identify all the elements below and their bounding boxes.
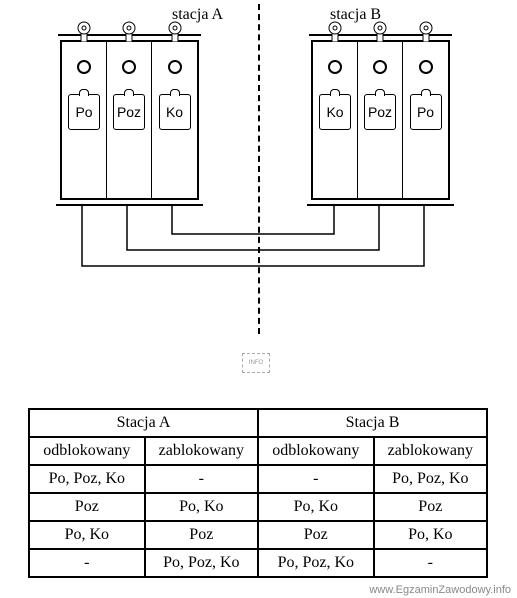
knob-icon [328, 20, 342, 42]
block-label: Ko [166, 104, 183, 120]
rack-foot [307, 202, 454, 206]
cell: - [145, 465, 258, 493]
block-a-0: Po [62, 42, 107, 198]
led-icon [373, 60, 387, 74]
cell: Po, Poz, Ko [145, 549, 258, 577]
knob-icon [122, 20, 136, 42]
diagram-area: stacja A stacja B Po Poz [0, 0, 517, 330]
rack-foot [56, 202, 203, 206]
block-tag: Poz [113, 94, 145, 130]
block-tag: Ko [159, 94, 191, 130]
block-b-2: Po [403, 42, 448, 198]
block-label: Poz [368, 104, 392, 120]
cell: Po, Ko [258, 493, 374, 521]
table-row: Po, Ko Poz Poz Po, Ko [29, 521, 487, 549]
watermark-icon: INFO [242, 353, 270, 373]
cell: Poz [374, 493, 487, 521]
led-icon [168, 60, 182, 74]
center-divider [258, 4, 260, 334]
table-subheader-row: odblokowany zablokowany odblokowany zabl… [29, 437, 487, 465]
block-label: Po [417, 104, 434, 120]
block-b-1: Poz [358, 42, 403, 198]
cell: Po, Poz, Ko [258, 549, 374, 577]
cell: Po, Poz, Ko [374, 465, 487, 493]
block-tag: Po [410, 94, 442, 130]
block-label: Po [75, 104, 92, 120]
block-a-2: Ko [152, 42, 197, 198]
cell: - [258, 465, 374, 493]
sub-unlocked-b: odblokowany [258, 437, 374, 465]
cell: Po, Ko [29, 521, 145, 549]
watermark-text: INFO [249, 360, 263, 366]
cell: - [29, 549, 145, 577]
station-a: Po Poz Ko [60, 40, 199, 200]
cell: Po, Ko [374, 521, 487, 549]
block-label: Poz [117, 104, 141, 120]
footer-url: www.EgzaminZawodowy.info [369, 584, 511, 596]
block-tag: Poz [364, 94, 396, 130]
cell: Po, Ko [145, 493, 258, 521]
header-a: Stacja A [29, 409, 258, 437]
cell: Po, Poz, Ko [29, 465, 145, 493]
station-b: Ko Poz Po [311, 40, 450, 200]
sub-unlocked-a: odblokowany [29, 437, 145, 465]
cell: Poz [29, 493, 145, 521]
led-icon [419, 60, 433, 74]
state-table: Stacja A Stacja B odblokowany zablokowan… [28, 408, 488, 578]
knob-icon [168, 20, 182, 42]
station-a-rack: Po Poz Ko [60, 40, 199, 200]
table-row: - Po, Poz, Ko Po, Poz, Ko - [29, 549, 487, 577]
led-icon [122, 60, 136, 74]
block-tag: Ko [319, 94, 351, 130]
station-b-rack: Ko Poz Po [311, 40, 450, 200]
block-label: Ko [326, 104, 343, 120]
block-b-0: Ko [313, 42, 358, 198]
knob-icon [419, 20, 433, 42]
header-b: Stacja B [258, 409, 487, 437]
cell: - [374, 549, 487, 577]
table: Stacja A Stacja B odblokowany zablokowan… [28, 408, 488, 578]
table-header-row: Stacja A Stacja B [29, 409, 487, 437]
block-tag: Po [68, 94, 100, 130]
led-icon [328, 60, 342, 74]
block-a-1: Poz [107, 42, 152, 198]
knob-icon [77, 20, 91, 42]
table-row: Po, Poz, Ko - - Po, Poz, Ko [29, 465, 487, 493]
cell: Poz [145, 521, 258, 549]
table-row: Poz Po, Ko Po, Ko Poz [29, 493, 487, 521]
sub-locked-b: zablokowany [374, 437, 487, 465]
led-icon [77, 60, 91, 74]
cell: Poz [258, 521, 374, 549]
sub-locked-a: zablokowany [145, 437, 258, 465]
knob-icon [373, 20, 387, 42]
